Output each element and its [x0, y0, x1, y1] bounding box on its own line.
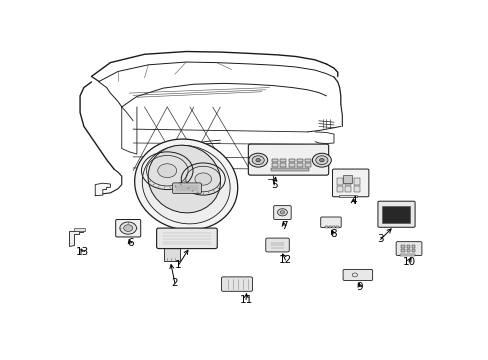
Text: 3: 3	[377, 234, 383, 244]
FancyBboxPatch shape	[221, 277, 252, 291]
Ellipse shape	[134, 139, 237, 230]
Circle shape	[252, 156, 264, 165]
Bar	[270, 168, 308, 171]
FancyBboxPatch shape	[172, 183, 201, 193]
Text: 12: 12	[278, 255, 291, 265]
Text: 9: 9	[356, 282, 362, 292]
Bar	[280, 163, 285, 167]
Text: 8: 8	[329, 229, 336, 239]
Bar	[288, 158, 294, 162]
Ellipse shape	[142, 145, 230, 224]
Bar	[271, 158, 277, 162]
Polygon shape	[69, 229, 83, 246]
Bar	[288, 163, 294, 167]
Bar	[406, 245, 409, 248]
Circle shape	[158, 164, 176, 177]
Polygon shape	[95, 183, 110, 195]
Bar	[382, 206, 409, 223]
Bar	[74, 228, 85, 231]
Circle shape	[315, 156, 327, 165]
Text: 7: 7	[280, 221, 286, 231]
FancyBboxPatch shape	[377, 201, 414, 227]
Circle shape	[280, 211, 284, 214]
Bar	[353, 179, 359, 185]
FancyBboxPatch shape	[343, 269, 372, 280]
Bar	[271, 163, 277, 167]
Circle shape	[255, 158, 260, 162]
Text: 2: 2	[171, 278, 178, 288]
Text: 13: 13	[76, 247, 89, 257]
FancyBboxPatch shape	[395, 242, 421, 256]
Bar	[400, 254, 415, 256]
Bar	[305, 163, 311, 167]
Bar	[345, 179, 351, 185]
Bar	[343, 175, 351, 183]
Bar	[411, 249, 414, 252]
Text: 11: 11	[239, 294, 252, 305]
Text: 5: 5	[270, 180, 277, 190]
FancyBboxPatch shape	[273, 206, 290, 220]
Bar	[345, 186, 351, 192]
Circle shape	[312, 153, 331, 167]
Bar	[336, 226, 338, 228]
Bar	[401, 249, 404, 252]
Bar	[336, 186, 343, 192]
Ellipse shape	[148, 145, 220, 213]
FancyBboxPatch shape	[265, 238, 289, 252]
FancyBboxPatch shape	[332, 169, 368, 197]
Bar	[328, 226, 331, 228]
Bar	[324, 226, 327, 228]
Text: 10: 10	[402, 257, 415, 267]
Bar	[296, 158, 302, 162]
Text: 6: 6	[126, 238, 133, 248]
Text: 4: 4	[350, 195, 356, 206]
Polygon shape	[164, 247, 180, 261]
Bar	[336, 179, 343, 185]
Text: 1: 1	[175, 260, 182, 270]
FancyBboxPatch shape	[116, 220, 141, 237]
Bar	[353, 186, 359, 192]
Circle shape	[123, 225, 132, 231]
Bar	[401, 245, 404, 248]
Bar	[280, 158, 285, 162]
Circle shape	[120, 222, 136, 234]
FancyBboxPatch shape	[320, 217, 341, 228]
Bar	[332, 226, 334, 228]
Circle shape	[277, 209, 287, 216]
Bar	[411, 245, 414, 248]
FancyBboxPatch shape	[248, 144, 328, 175]
Bar	[406, 249, 409, 252]
Bar	[296, 163, 302, 167]
Bar	[305, 158, 311, 162]
FancyBboxPatch shape	[156, 228, 217, 249]
Bar	[338, 194, 356, 197]
Circle shape	[195, 173, 211, 185]
Circle shape	[248, 153, 267, 167]
Circle shape	[319, 158, 324, 162]
